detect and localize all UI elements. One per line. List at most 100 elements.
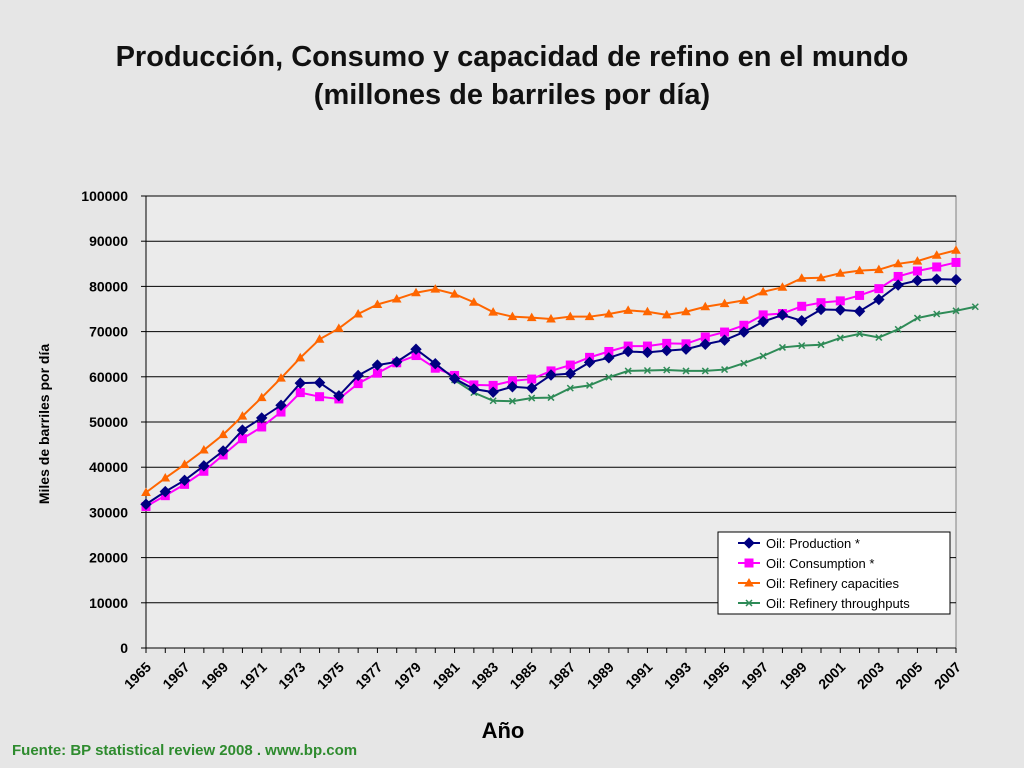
x-tick-label: 1971 xyxy=(236,659,269,692)
x-axis-label: Año xyxy=(482,718,525,743)
data-point xyxy=(564,367,576,380)
data-point xyxy=(294,377,306,389)
x-tick-label: 2003 xyxy=(854,659,887,692)
data-point xyxy=(217,445,229,457)
legend-swatch-marker xyxy=(745,599,753,607)
data-point xyxy=(410,343,422,355)
data-point xyxy=(701,367,709,375)
data-point xyxy=(836,334,844,342)
data-point xyxy=(757,315,769,328)
data-point xyxy=(719,298,730,308)
point-cross-stroke xyxy=(740,359,748,367)
data-point xyxy=(411,287,421,297)
legend: Oil: Production * Oil: Consumption * Oil: … xyxy=(717,531,951,615)
data-point xyxy=(951,257,961,267)
data-point xyxy=(179,459,190,468)
chart-title-line-2: (millones de barriles por día) xyxy=(313,79,711,111)
chart-title-line-1: Producción, Consumo y capacidad de refin… xyxy=(115,41,909,73)
data-point xyxy=(624,367,632,375)
series-3 xyxy=(451,303,979,405)
legend-swatch-marker xyxy=(744,558,754,568)
data-point xyxy=(430,284,441,293)
data-point xyxy=(547,394,555,402)
data-point xyxy=(545,369,557,381)
data-point xyxy=(681,306,691,316)
data-point xyxy=(680,343,692,355)
point-cross-stroke xyxy=(778,343,786,351)
data-point xyxy=(275,399,287,411)
x-tick-label: 1995 xyxy=(699,659,732,692)
point-cross-stroke xyxy=(489,397,497,405)
data-point xyxy=(952,307,960,315)
data-point xyxy=(873,264,884,274)
x-tick-label: 1991 xyxy=(622,659,655,692)
legend-label: Oil: Refinery throughputs xyxy=(766,596,910,611)
data-point xyxy=(856,330,864,338)
y-tick-label: 10000 xyxy=(89,595,128,611)
data-point xyxy=(912,266,922,276)
point-cross-stroke xyxy=(894,325,902,333)
point-cross-stroke xyxy=(971,303,979,311)
data-point xyxy=(643,366,651,375)
data-point xyxy=(911,274,924,287)
point-cross-stroke xyxy=(745,599,753,607)
data-point xyxy=(468,383,480,395)
x-axis-ticks: 1965 1967 1969 1971 1973 1975 1977 1979 1981 1983… xyxy=(121,659,964,692)
data-point xyxy=(931,250,942,259)
point-cross-stroke xyxy=(663,366,671,374)
series-group xyxy=(140,245,979,512)
data-point xyxy=(528,394,536,402)
x-tick-label: 1965 xyxy=(121,659,154,692)
data-point xyxy=(526,382,538,394)
data-point xyxy=(141,487,151,497)
data-point xyxy=(738,295,749,304)
point-cross-stroke xyxy=(836,334,844,342)
point-cross-stroke xyxy=(759,352,767,360)
data-point xyxy=(565,360,575,370)
data-point xyxy=(835,268,846,277)
data-point xyxy=(198,445,209,454)
data-point xyxy=(682,367,690,375)
x-tick-label: 1979 xyxy=(391,659,424,692)
data-point xyxy=(140,498,152,510)
data-point xyxy=(236,424,249,436)
data-point xyxy=(759,352,767,360)
legend-label: Oil: Consumption * xyxy=(766,556,874,571)
x-tick-label: 1973 xyxy=(275,659,308,692)
data-point xyxy=(740,359,748,367)
y-tick-label: 20000 xyxy=(89,550,128,566)
point-cross-stroke xyxy=(643,366,651,375)
point-cross-stroke xyxy=(547,394,555,402)
data-point xyxy=(721,366,729,374)
data-point xyxy=(796,273,807,282)
data-point xyxy=(583,356,596,369)
point-cross-stroke xyxy=(913,314,921,322)
data-point xyxy=(487,386,499,398)
data-point xyxy=(931,273,943,285)
data-point xyxy=(873,293,885,306)
data-point xyxy=(489,397,497,405)
x-tick-label: 1975 xyxy=(314,659,347,692)
data-point xyxy=(816,272,826,282)
data-point xyxy=(276,373,286,382)
data-point xyxy=(700,301,711,311)
data-point xyxy=(160,473,171,482)
point-cross-stroke xyxy=(875,333,883,342)
x-tick-label: 1977 xyxy=(352,659,385,692)
point-cross-stroke xyxy=(933,310,941,318)
data-point xyxy=(605,373,613,381)
data-point xyxy=(623,305,634,314)
chart-title: Producción, Consumo y capacidad de refin… xyxy=(0,38,1024,114)
data-point xyxy=(603,352,615,364)
point-cross-stroke xyxy=(798,342,806,350)
data-point xyxy=(603,308,614,318)
x-tick-label: 1999 xyxy=(776,659,809,692)
point-cross-stroke xyxy=(508,397,516,405)
data-point xyxy=(314,334,325,343)
data-point xyxy=(817,341,825,349)
data-point xyxy=(912,256,923,265)
data-point xyxy=(295,388,305,398)
data-point xyxy=(218,429,229,439)
data-point xyxy=(352,369,364,382)
x-tick-label: 2001 xyxy=(815,659,848,692)
